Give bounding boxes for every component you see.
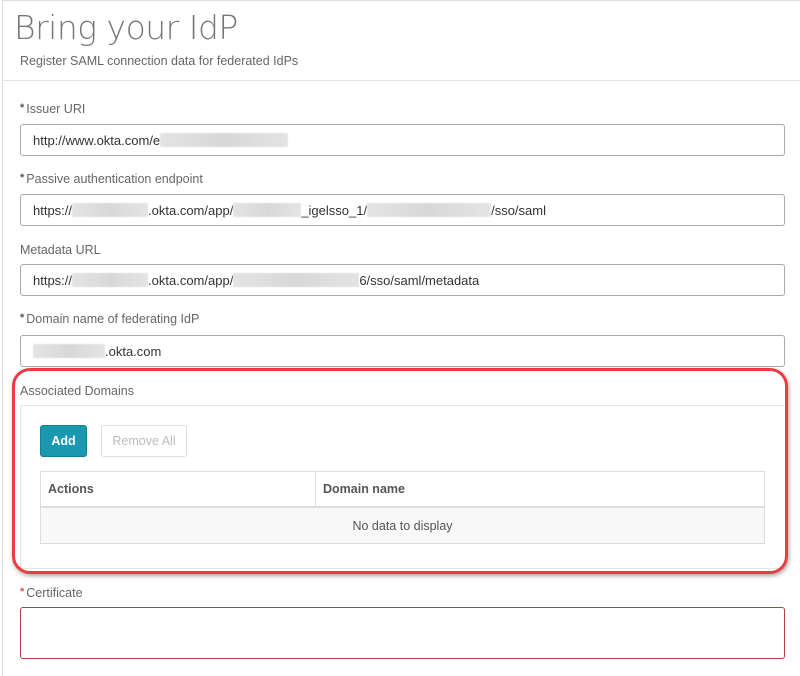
remove-all-button[interactable]: Remove All: [101, 425, 187, 457]
passive-endpoint-label: * Passive authentication endpoint: [20, 172, 203, 186]
table-header: Actions Domain name: [41, 472, 764, 508]
required-asterisk-icon: *: [20, 312, 25, 324]
highlight-annotation: [12, 368, 788, 574]
value-text: https://: [33, 272, 73, 288]
redacted-block: [72, 203, 149, 217]
empty-message: No data to display: [41, 508, 764, 543]
value-text: .okta.com/app/: [148, 202, 234, 218]
associated-domains-label: Associated Domains: [20, 384, 134, 398]
redacted-block: [33, 344, 105, 358]
issuer-uri-input[interactable]: http://www.okta.com/e: [20, 124, 785, 156]
value-text: .okta.com: [105, 343, 162, 359]
metadata-url-label: Metadata URL: [20, 243, 101, 257]
value-text: .okta.com/app/: [148, 272, 234, 288]
label-text: Certificate: [26, 586, 83, 600]
required-asterisk-icon: *: [20, 102, 25, 114]
value-text: 6/sso/saml/metadata: [359, 272, 480, 288]
required-asterisk-icon: *: [20, 172, 25, 184]
add-domain-button[interactable]: Add: [40, 425, 87, 457]
header-divider: [2, 80, 800, 81]
certificate-label: * Certificate: [20, 586, 83, 600]
page-subtitle: Register SAML connection data for federa…: [20, 54, 299, 68]
passive-endpoint-input[interactable]: https:// .okta.com/app/ _igelsso_1/ /sso/sa…: [20, 194, 785, 226]
label-text: Issuer URI: [26, 102, 86, 116]
value-text: https://: [33, 202, 73, 218]
certificate-textarea[interactable]: [20, 607, 785, 659]
redacted-block: [233, 273, 360, 287]
label-text: Domain name of federating IdP: [26, 312, 200, 326]
label-text: Passive authentication endpoint: [26, 172, 203, 186]
required-asterisk-icon: *: [20, 586, 25, 598]
domain-name-input[interactable]: .okta.com: [20, 335, 785, 367]
column-header-actions[interactable]: Actions: [41, 472, 316, 506]
redacted-block: [72, 273, 149, 287]
page-title: Bring your IdP: [14, 8, 238, 47]
domains-table: Actions Domain name No data to display: [40, 471, 765, 544]
value-text: /sso/saml: [491, 202, 546, 218]
redacted-block: [233, 203, 302, 217]
value-text: _igelsso_1/: [301, 202, 368, 218]
issuer-uri-label: * Issuer URI: [20, 102, 85, 116]
redacted-block: [367, 203, 492, 217]
associated-domains-panel: [20, 405, 784, 569]
domain-name-label: * Domain name of federating IdP: [20, 312, 199, 326]
value-text: http://www.okta.com/e: [33, 132, 161, 148]
metadata-url-input[interactable]: https:// .okta.com/app/6/sso/saml/metadat…: [20, 264, 785, 296]
column-header-domain-name[interactable]: Domain name: [323, 482, 405, 496]
redacted-block: [160, 133, 289, 147]
